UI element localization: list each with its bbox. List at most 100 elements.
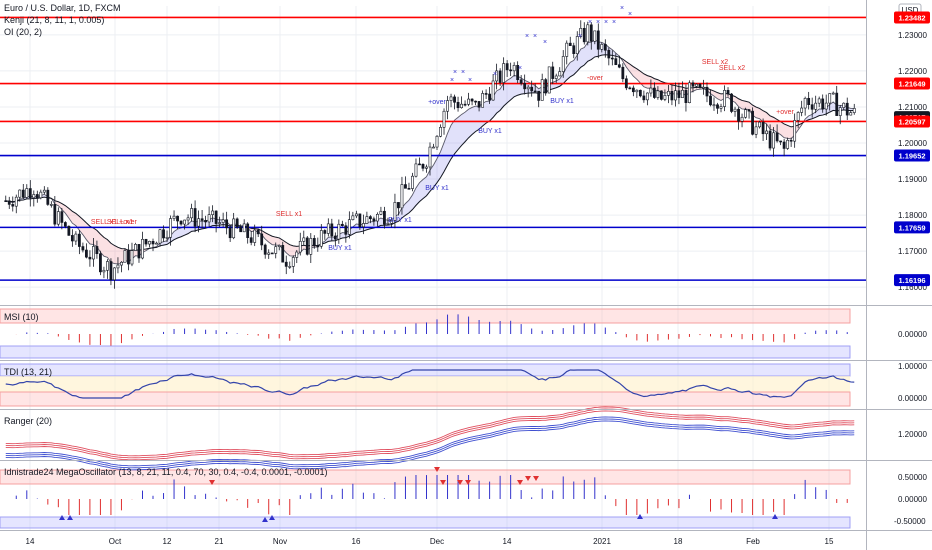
candle-body bbox=[155, 242, 158, 245]
candle-body bbox=[502, 63, 506, 83]
candle-body bbox=[579, 28, 583, 37]
ranger-lower-line bbox=[5, 418, 855, 469]
candle-body bbox=[77, 233, 81, 247]
candle-body bbox=[109, 261, 113, 281]
candle-body bbox=[551, 66, 555, 79]
candle-body bbox=[684, 89, 688, 104]
candle-body bbox=[228, 227, 232, 239]
ranger-lower-line bbox=[5, 420, 855, 471]
candle-body bbox=[186, 217, 190, 221]
x-marker: × bbox=[461, 69, 465, 76]
buy-triangle bbox=[637, 514, 643, 519]
candle-body bbox=[667, 91, 670, 96]
signal-annotation: -over bbox=[587, 75, 604, 82]
candle-body bbox=[649, 87, 653, 94]
candle-body bbox=[852, 108, 856, 113]
signal-annotation: SELL x2 bbox=[702, 59, 728, 66]
x-marker: × bbox=[543, 39, 547, 46]
candle-body bbox=[674, 90, 677, 101]
time-tick: Oct bbox=[109, 537, 122, 546]
candle-body bbox=[127, 250, 130, 265]
candle-body bbox=[800, 107, 804, 113]
buy-triangle bbox=[67, 515, 73, 520]
tdi-title: TDI (13, 21) bbox=[4, 367, 52, 377]
candle-body bbox=[56, 211, 60, 225]
candle-body bbox=[225, 219, 229, 229]
candle-body bbox=[561, 56, 565, 72]
time-axis[interactable]: 14 Oct 12 21 Nov 16 Dec 14 2021 18 Feb 15 bbox=[26, 537, 834, 546]
candle-body bbox=[267, 252, 271, 255]
signal-annotation: SELL x2 bbox=[719, 65, 745, 72]
candle-body bbox=[589, 24, 593, 42]
candle-body bbox=[172, 215, 176, 219]
ranger-upper-line bbox=[5, 408, 855, 459]
kenji-slow-line bbox=[5, 54, 855, 251]
candle-body bbox=[18, 189, 22, 198]
grid bbox=[0, 6, 866, 530]
kenji-cloud bbox=[5, 39, 855, 265]
candle-body bbox=[705, 86, 709, 97]
time-tick: 18 bbox=[674, 537, 683, 546]
sell-triangle bbox=[525, 476, 531, 481]
ranger-title: Ranger (20) bbox=[4, 416, 52, 426]
candle-body bbox=[533, 90, 537, 93]
candle-body bbox=[361, 223, 365, 228]
candle-body bbox=[120, 261, 123, 266]
candle-body bbox=[807, 97, 811, 105]
candle-body bbox=[547, 66, 551, 94]
candle-body bbox=[824, 102, 828, 110]
candle-body bbox=[530, 86, 534, 92]
candle-body bbox=[330, 223, 334, 237]
candle-body bbox=[376, 214, 379, 222]
candle-body bbox=[596, 30, 600, 50]
price-label: 1.20597 bbox=[898, 117, 925, 126]
candle-body bbox=[733, 108, 737, 112]
price-label: 1.23482 bbox=[898, 13, 925, 22]
candle-body bbox=[305, 237, 309, 255]
candle-body bbox=[235, 218, 239, 228]
candle-body bbox=[158, 229, 162, 244]
currency-button-label: USD bbox=[902, 6, 919, 15]
candle-body bbox=[239, 226, 243, 233]
candle-body bbox=[761, 121, 765, 135]
candle-body bbox=[21, 189, 25, 198]
candle-body bbox=[67, 225, 71, 236]
candle-body bbox=[449, 96, 453, 101]
candle-body bbox=[113, 267, 116, 281]
candle-body bbox=[99, 253, 102, 273]
candle-body bbox=[165, 236, 169, 239]
candle-body bbox=[772, 132, 776, 149]
x-marker: × bbox=[620, 5, 624, 12]
sell-triangle bbox=[209, 480, 215, 485]
candle-body bbox=[540, 79, 544, 101]
candle-body bbox=[106, 261, 109, 271]
candle-body bbox=[786, 139, 790, 149]
candle-body bbox=[491, 80, 495, 101]
candle-body bbox=[53, 204, 57, 225]
candle-body bbox=[519, 79, 523, 84]
candle-body bbox=[702, 86, 705, 89]
candle-body bbox=[63, 222, 67, 227]
msi-title: MSI (10) bbox=[4, 312, 39, 322]
candle-body bbox=[253, 229, 257, 243]
mega-tick-pos: 0.50000 bbox=[898, 473, 927, 482]
sell-triangle bbox=[457, 480, 463, 485]
candle-body bbox=[467, 98, 470, 105]
sell-triangle bbox=[440, 480, 446, 485]
candle-body bbox=[414, 163, 418, 177]
candle-body bbox=[775, 132, 779, 142]
candle-body bbox=[614, 58, 618, 65]
signal-annotation: +over bbox=[119, 219, 137, 226]
candle-body bbox=[144, 238, 148, 245]
candle-body bbox=[810, 104, 814, 110]
candle-body bbox=[411, 175, 414, 189]
price-tick: 1.23000 bbox=[898, 31, 927, 40]
tdi-mid-band bbox=[0, 376, 850, 392]
candle-body bbox=[516, 65, 520, 81]
price-axis[interactable]: 1.23000 1.22000 1.21000 1.20000 1.19000 1.180… bbox=[898, 31, 927, 292]
candle-body bbox=[835, 92, 839, 116]
candle-body bbox=[281, 245, 285, 263]
candle-body bbox=[25, 188, 29, 198]
candle-body bbox=[39, 191, 43, 199]
